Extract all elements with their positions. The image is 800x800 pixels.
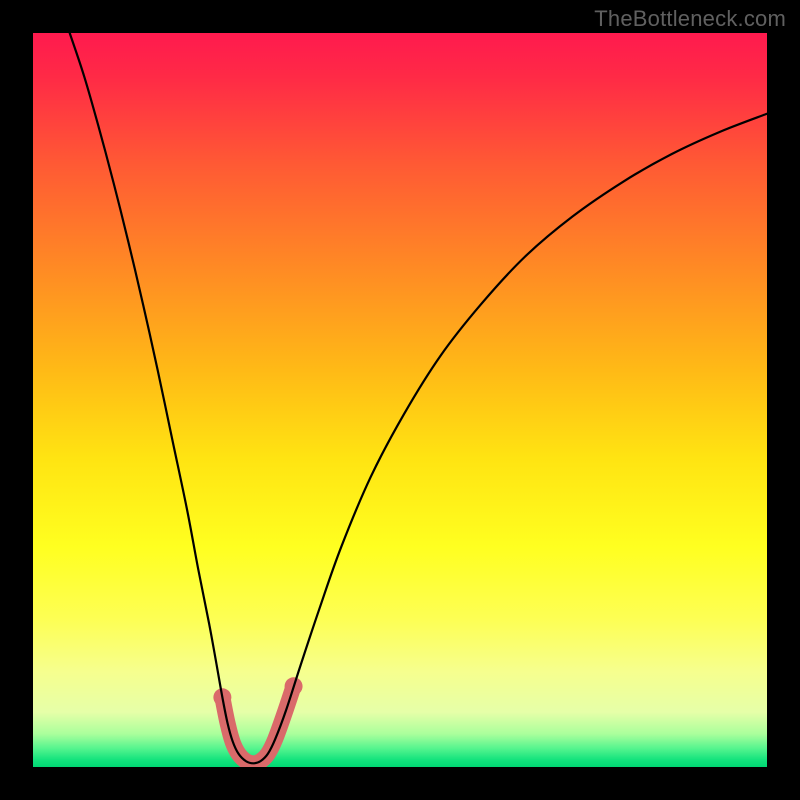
bottleneck-chart [0, 0, 800, 800]
watermark-text: TheBottleneck.com [594, 6, 786, 32]
plot-background [33, 33, 767, 767]
chart-container: TheBottleneck.com [0, 0, 800, 800]
